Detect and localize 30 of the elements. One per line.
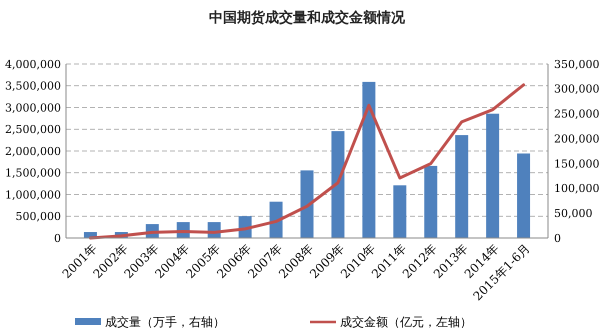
bar: [455, 135, 468, 238]
line-series: [88, 83, 526, 240]
y-tick-label: 2,500,000: [5, 123, 61, 136]
legend-label: 成交量（万手，右轴）: [105, 315, 225, 330]
bar: [300, 170, 314, 238]
y-tick-label: 3,500,000: [5, 80, 61, 93]
y-tick-label: 3,000,000: [5, 101, 61, 114]
y-tick-label: 4,000,000: [5, 58, 61, 71]
bar: [331, 131, 344, 238]
chart-title: 中国期货成交量和成交金额情况: [209, 9, 406, 26]
bar: [362, 82, 376, 238]
y-tick-label: 1,000,000: [5, 188, 61, 202]
y-tick-label: 0: [54, 232, 61, 245]
y2-tick-label: 250,000: [554, 108, 600, 121]
bar: [270, 202, 283, 238]
y-tick-label: 500,000: [16, 210, 61, 224]
y2-tick-label: 150,000: [554, 157, 600, 170]
y2-tick-label: 350,000: [554, 58, 600, 71]
y2-tick-label: 300,000: [554, 82, 600, 96]
bar: [424, 166, 438, 238]
legend-label: 成交金额（亿元，左轴）: [340, 315, 472, 330]
y2-tick-label: 50,000: [554, 206, 592, 220]
bar: [393, 185, 406, 238]
y2-tick-label: 200,000: [554, 132, 600, 146]
y-tick-label: 2,000,000: [5, 144, 61, 158]
bar: [486, 114, 500, 238]
y2-tick-label: 0: [554, 232, 561, 245]
y2-tick-label: 100,000: [554, 182, 600, 196]
bar: [517, 153, 530, 238]
y-tick-label: 1,500,000: [5, 166, 61, 180]
